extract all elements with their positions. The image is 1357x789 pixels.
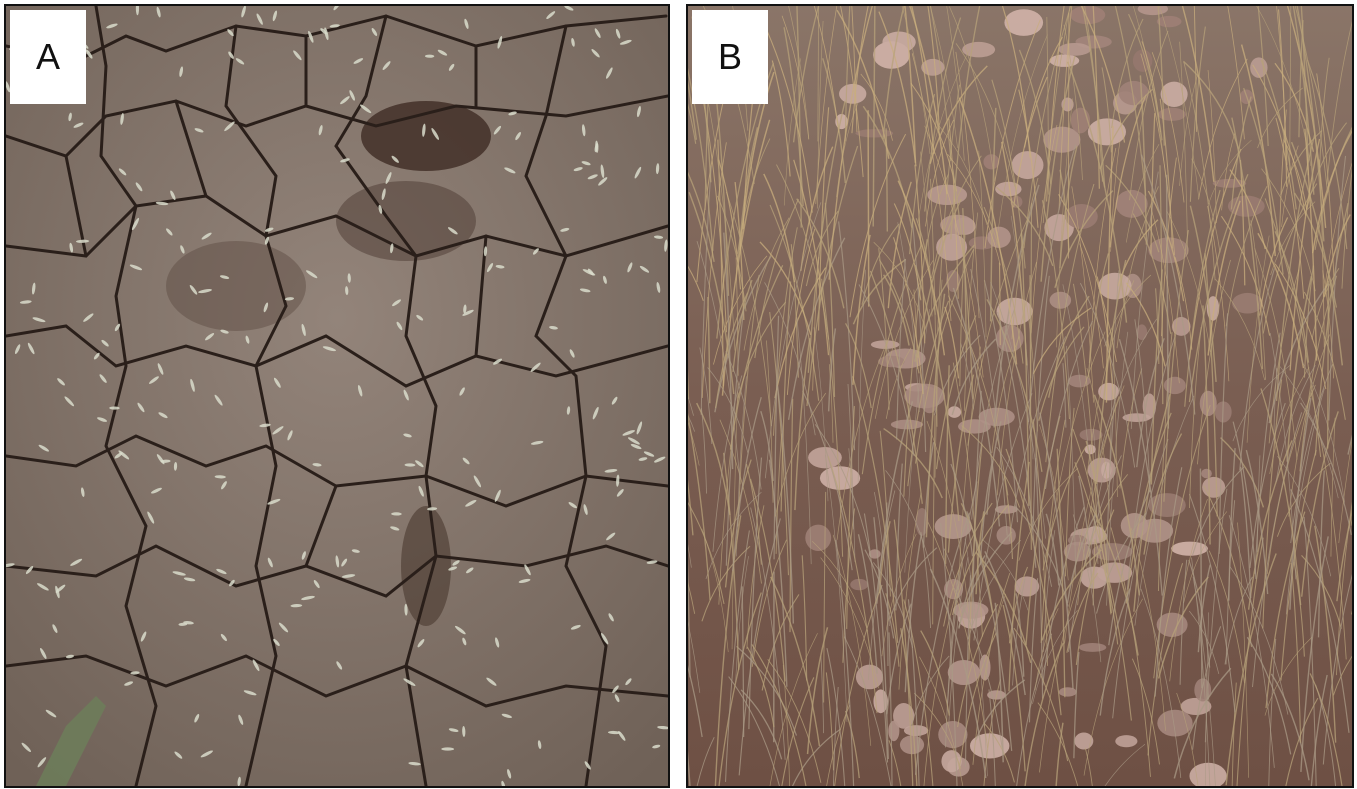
- cracked-soil-photo: [6, 6, 668, 786]
- hole: [361, 101, 491, 171]
- stone: [997, 526, 1016, 545]
- stone: [820, 466, 860, 490]
- stone: [1202, 477, 1225, 498]
- photo-panel: A: [4, 4, 670, 788]
- stone: [1171, 542, 1208, 556]
- stone: [941, 750, 961, 772]
- soil: [688, 6, 1352, 786]
- photo-panel: B: [686, 4, 1354, 788]
- panel-label: B: [692, 10, 768, 104]
- stone: [904, 725, 928, 736]
- stone: [1115, 735, 1137, 747]
- stone: [888, 721, 899, 742]
- page: {"panels": [{"label": "A"}, {"label": "B…: [0, 0, 1357, 789]
- stone: [1012, 151, 1044, 179]
- stone: [808, 447, 842, 468]
- stone: [940, 215, 974, 235]
- stone: [1157, 16, 1182, 27]
- stone: [1059, 687, 1077, 696]
- stone: [1098, 273, 1131, 300]
- grass-blade: [868, 110, 869, 306]
- stone: [1172, 317, 1191, 336]
- shadow: [166, 241, 306, 331]
- stone: [1097, 562, 1132, 583]
- grass-blade: [1328, 281, 1329, 449]
- stone: [1201, 469, 1212, 479]
- shadow: [401, 506, 451, 626]
- stone: [1098, 383, 1119, 400]
- stone: [1161, 82, 1188, 107]
- soil: [6, 6, 668, 786]
- panel-label: A: [10, 10, 86, 104]
- stone: [1079, 643, 1107, 652]
- shadow: [336, 181, 476, 261]
- stone: [1065, 204, 1098, 229]
- grassland-photo: [688, 6, 1352, 786]
